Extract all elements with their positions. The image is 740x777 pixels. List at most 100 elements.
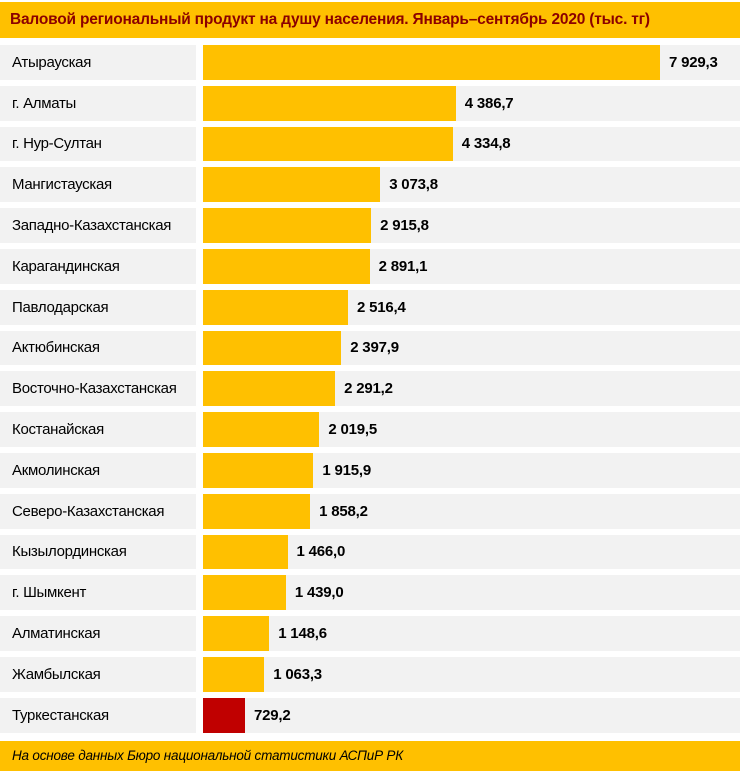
region-label-cell: Мангистауская [0, 167, 196, 203]
plot-cell: 4 386,7 [203, 85, 740, 121]
region-label-cell: Актюбинская [0, 330, 196, 366]
plot-cell: 1 148,6 [203, 616, 740, 651]
region-label: Туркестанская [12, 706, 109, 724]
plot-cell: 2 397,9 [203, 330, 740, 366]
value-label: 1 439,0 [294, 584, 344, 602]
chart-row: Восточно-Казахстанская 2 291,2 [0, 371, 740, 407]
chart-row: Западно-Казахстанская 2 915,8 [0, 208, 740, 243]
chart-row: Акмолинская 1 915,9 [0, 452, 740, 488]
bar [203, 534, 288, 570]
plot-cell: 1 466,0 [203, 534, 740, 570]
plot-cell: 7 929,3 [203, 45, 740, 80]
plot-cell: 2 291,2 [203, 371, 740, 407]
bar [203, 371, 336, 407]
chart-row: Костанайская 2 019,5 [0, 412, 740, 447]
chart-title: Валовой региональный продукт на душу нас… [10, 11, 650, 28]
chart-row: Карагандинская 2 891,1 [0, 248, 740, 284]
region-label-cell: г. Шымкент [0, 575, 196, 611]
region-label: Западно-Казахстанская [12, 217, 172, 235]
bar [203, 126, 453, 162]
cell-divider [196, 412, 203, 447]
plot-cell: 4 334,8 [203, 126, 740, 162]
cell-divider [196, 289, 203, 325]
value-label: 729,2 [254, 706, 291, 724]
cell-divider [196, 167, 203, 203]
region-label: г. Шымкент [12, 584, 87, 602]
source-note: На основе данных Бюро национальной стати… [12, 748, 403, 764]
chart-row: Алматинская 1 148,6 [0, 616, 740, 651]
cell-divider [196, 126, 203, 162]
region-label: Алматинская [12, 625, 101, 643]
cell-divider [196, 534, 203, 570]
cell-divider [196, 697, 203, 733]
region-label: Восточно-Казахстанская [12, 380, 177, 398]
bar [203, 330, 342, 366]
value-label: 4 334,8 [461, 135, 511, 153]
region-label-cell: г. Нур-Султан [0, 126, 196, 162]
value-label: 1 148,6 [278, 625, 327, 643]
bar [203, 697, 245, 733]
chart-row: Жамбылская 1 063,3 [0, 656, 740, 692]
value-label: 7 929,3 [669, 53, 718, 71]
bar [203, 45, 660, 80]
chart-row: Мангистауская 3 073,8 [0, 167, 740, 203]
bar [203, 616, 270, 651]
region-label-cell: Павлодарская [0, 289, 196, 325]
cell-divider [196, 656, 203, 692]
plot-cell: 2 891,1 [203, 248, 740, 284]
chart-row: г. Шымкент 1 439,0 [0, 575, 740, 611]
plot-cell: 729,2 [203, 697, 740, 733]
region-label-cell: Северо-Казахстанская [0, 493, 196, 529]
region-label: Мангистауская [12, 176, 112, 194]
plot-cell: 1 858,2 [203, 493, 740, 529]
region-label-cell: Акмолинская [0, 452, 196, 488]
value-label: 1 915,9 [322, 461, 372, 479]
region-label: Карагандинская [12, 257, 120, 275]
cell-divider [196, 452, 203, 488]
region-label-cell: г. Алматы [0, 85, 196, 121]
cell-divider [196, 616, 203, 651]
value-label: 2 891,1 [378, 257, 428, 275]
region-label-cell: Костанайская [0, 412, 196, 447]
cell-divider [196, 248, 203, 284]
cell-divider [196, 575, 203, 611]
region-label-cell: Кызылординская [0, 534, 196, 570]
region-label-cell: Западно-Казахстанская [0, 208, 196, 243]
value-label: 3 073,8 [389, 176, 438, 194]
cell-divider [196, 371, 203, 407]
region-label-cell: Атырауская [0, 45, 196, 80]
region-label: Жамбылская [12, 665, 101, 683]
chart-row: Северо-Казахстанская 1 858,2 [0, 493, 740, 529]
plot-cell: 1 439,0 [203, 575, 740, 611]
source-note-bar: На основе данных Бюро национальной стати… [0, 740, 740, 771]
chart-row: Туркестанская 729,2 [0, 697, 740, 733]
value-label: 1 858,2 [319, 502, 368, 520]
value-label: 1 466,0 [296, 543, 346, 561]
bar [203, 575, 286, 611]
chart-row: г. Нур-Султан 4 334,8 [0, 126, 740, 162]
bar [203, 452, 314, 488]
bar [203, 289, 348, 325]
region-label: Кызылординская [12, 543, 127, 561]
cell-divider [196, 493, 203, 529]
region-label: Актюбинская [12, 339, 100, 357]
bar [203, 208, 372, 243]
chart-row: Павлодарская 2 516,4 [0, 289, 740, 325]
bar [203, 167, 381, 203]
chart-row: Актюбинская 2 397,9 [0, 330, 740, 366]
plot-cell: 1 915,9 [203, 452, 740, 488]
region-label: Акмолинская [12, 461, 100, 479]
region-label-cell: Алматинская [0, 616, 196, 651]
value-label: 2 019,5 [328, 421, 378, 439]
region-label: Павлодарская [12, 298, 109, 316]
bar [203, 248, 370, 284]
plot-cell: 2 516,4 [203, 289, 740, 325]
bar [203, 85, 456, 121]
plot-cell: 2 019,5 [203, 412, 740, 447]
region-label: Костанайская [12, 421, 104, 439]
plot-cell: 1 063,3 [203, 656, 740, 692]
region-label: г. Алматы [12, 94, 77, 112]
cell-divider [196, 85, 203, 121]
plot-cell: 3 073,8 [203, 167, 740, 203]
